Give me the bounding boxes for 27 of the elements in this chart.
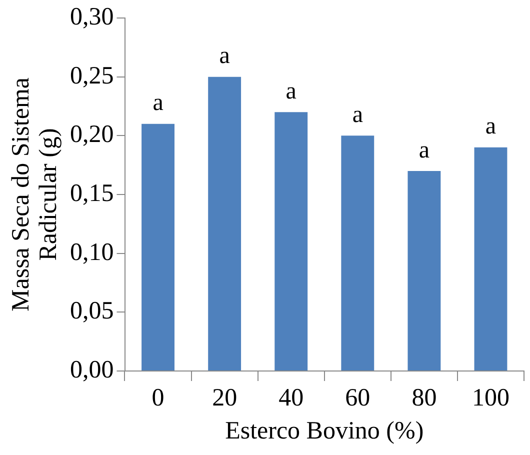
y-tick-label: 0,05 bbox=[70, 298, 114, 325]
y-tick-label: 0,25 bbox=[70, 62, 114, 90]
bar bbox=[408, 170, 441, 370]
y-tick-label: 0,30 bbox=[70, 4, 114, 31]
annotation: a bbox=[418, 137, 430, 164]
bar bbox=[208, 76, 242, 370]
bar bbox=[274, 112, 308, 370]
x-tick-label: 20 bbox=[212, 384, 238, 412]
bar bbox=[341, 136, 374, 370]
x-tick-label: 80 bbox=[412, 384, 437, 412]
y-tick-label: 0,20 bbox=[70, 121, 114, 148]
annotation: a bbox=[485, 114, 496, 140]
y-tick-label: 0,00 bbox=[70, 356, 114, 384]
x-tick-label: 60 bbox=[345, 384, 370, 412]
bar bbox=[142, 124, 174, 370]
annotation: a bbox=[352, 102, 364, 128]
x-tick-label: 40 bbox=[278, 384, 304, 412]
annotation: a bbox=[152, 90, 164, 116]
y-tick-label: 0,15 bbox=[70, 180, 114, 208]
annotation: a bbox=[219, 43, 230, 70]
y-tick-label: 0,10 bbox=[70, 238, 114, 266]
annotation: a bbox=[286, 78, 297, 104]
x-tick-label: 0 bbox=[152, 384, 164, 412]
bar bbox=[474, 147, 508, 370]
x-axis-title: Esterco Bovino (%) bbox=[225, 418, 424, 445]
x-tick-label: 100 bbox=[472, 384, 510, 412]
y-axis-title: Massa Seca do Sistema Radicular (g) bbox=[7, 78, 62, 312]
